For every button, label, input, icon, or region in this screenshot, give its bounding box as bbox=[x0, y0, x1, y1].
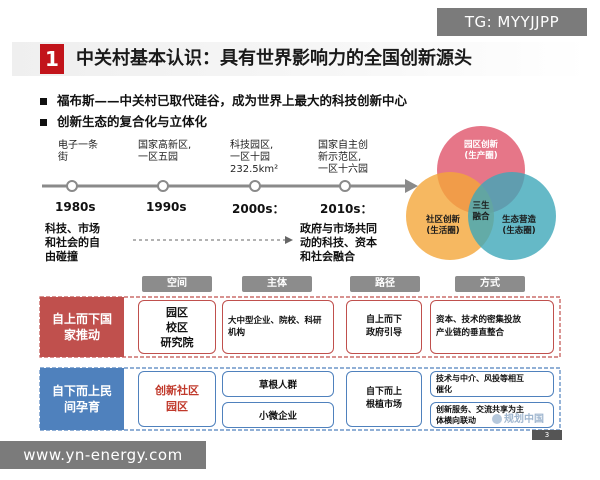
cell-subject-top-down: 大中型企业、院校、科研 机构 bbox=[222, 300, 334, 354]
cell-subject-small-biz: 小微企业 bbox=[222, 402, 334, 428]
cell-line: 自下而上 bbox=[365, 387, 402, 397]
milestone-line: 科技园区, bbox=[230, 140, 274, 151]
venn-line: (生产圈) bbox=[464, 151, 498, 161]
desc-line: 动的科技、资本 bbox=[300, 236, 377, 249]
page-number: 3 bbox=[532, 430, 562, 440]
milestone-line: 一区十园 bbox=[230, 152, 270, 163]
section-number: 1 bbox=[40, 44, 64, 74]
bullet-square-icon bbox=[40, 119, 47, 126]
cell-path-top-down: 自上而下 政府引导 bbox=[346, 300, 422, 354]
cell-line: 资本、技术的密集投放 bbox=[436, 315, 522, 325]
bullet-item: 福布斯——中关村已取代硅谷，成为世界上最大的科技创新中心 bbox=[40, 90, 407, 109]
venn-line: (生活圈) bbox=[426, 226, 460, 236]
venn-circle-ecology bbox=[468, 172, 556, 260]
bullet-text: 福布斯——中关村已取代硅谷，成为世界上最大的科技创新中心 bbox=[57, 93, 408, 108]
page-title: 中关村基本认识：具有世界影响力的全国创新源头 bbox=[76, 48, 472, 69]
header-subject: 主体 bbox=[242, 276, 312, 292]
cell-line: 产业链的垂直整合 bbox=[436, 328, 505, 338]
desc-line: 科技、市场 bbox=[45, 222, 100, 235]
era-description-right: 政府与市场共同 动的科技、资本 和社会融合 bbox=[300, 222, 377, 264]
source-watermark-text: 规划中国 bbox=[504, 414, 544, 425]
milestone-line: 新示范区, bbox=[318, 152, 362, 163]
header-method: 方式 bbox=[455, 276, 525, 292]
cell-space-bottom-up: 创新社区 园区 bbox=[138, 371, 216, 427]
venn-label-ecology: 生态营造 (生态圈) bbox=[494, 215, 544, 237]
venn-label-production: 园区创新 (生产圈) bbox=[456, 140, 506, 162]
milestone-line: 国家高新区, bbox=[138, 140, 192, 151]
bullet-text: 创新生态的复合化与立体化 bbox=[57, 114, 208, 129]
desc-line: 和社会融合 bbox=[300, 250, 355, 263]
cell-line: 根植市场 bbox=[365, 400, 402, 410]
watermark-bottom: www.yn-energy.com bbox=[0, 441, 206, 469]
cell-line: 研究院 bbox=[160, 335, 194, 349]
row-label-top-down: 自上而下国 家推动 bbox=[40, 297, 124, 357]
cell-line: 大中型企业、院校、科研 bbox=[228, 316, 322, 326]
era-description-left: 科技、市场 和社会的自 由碰撞 bbox=[45, 222, 100, 264]
source-watermark: 规划中国 bbox=[492, 410, 544, 425]
header-path: 路径 bbox=[350, 276, 420, 292]
row-label-line: 家推动 bbox=[63, 328, 100, 342]
cell-method-top-down: 资本、技术的密集投放 产业链的垂直整合 bbox=[430, 300, 554, 354]
milestone-line: 232.5km² bbox=[230, 164, 279, 175]
venn-line: 生态营造 bbox=[501, 215, 536, 225]
wechat-icon bbox=[492, 414, 502, 424]
title-bar bbox=[12, 42, 588, 76]
venn-label-living: 社区创新 (生活圈) bbox=[418, 215, 468, 237]
era-label: 2010s： bbox=[320, 202, 373, 216]
desc-line: 由碰撞 bbox=[45, 250, 78, 263]
bullet-item: 创新生态的复合化与立体化 bbox=[40, 111, 207, 130]
cell-line: 机构 bbox=[228, 328, 246, 338]
cell-line: 园区 bbox=[166, 305, 188, 319]
venn-line: 社区创新 bbox=[425, 215, 460, 225]
timeline-dot bbox=[339, 180, 351, 192]
venn-label-center: 三生 融合 bbox=[464, 201, 498, 223]
milestone-line: 一区五园 bbox=[138, 152, 178, 163]
milestone-label: 电子一条 街 bbox=[58, 140, 98, 164]
cell-line: 自上而下 bbox=[365, 315, 402, 325]
era-label: 2000s： bbox=[232, 202, 285, 216]
evolution-arrow-icon bbox=[285, 236, 293, 244]
cell-line: 园区 bbox=[166, 400, 188, 413]
row-label-line: 自上而下国 bbox=[51, 312, 112, 326]
timeline-dot bbox=[249, 180, 261, 192]
venn-line: 融合 bbox=[472, 212, 490, 222]
cell-line: 政府引导 bbox=[365, 328, 402, 338]
cell-line: 技术与中介、风投等相互 bbox=[436, 374, 524, 383]
row-label-line: 间孕育 bbox=[63, 400, 100, 414]
era-label: 1980s bbox=[55, 200, 96, 214]
watermark-top: TG: MYYJJPP bbox=[437, 8, 587, 36]
cell-line: 催化 bbox=[436, 385, 452, 394]
desc-line: 和社会的自 bbox=[45, 236, 100, 249]
cell-subject-grassroots: 草根人群 bbox=[222, 371, 334, 397]
venn-line: (生态圈) bbox=[502, 226, 536, 236]
cell-space-top-down: 园区 校区 研究院 bbox=[138, 300, 216, 354]
milestone-label: 国家高新区, 一区五园 bbox=[138, 140, 191, 164]
timeline-dot bbox=[157, 180, 169, 192]
cell-method-catalysis: 技术与中介、风投等相互 催化 bbox=[430, 371, 554, 397]
timeline-arrow-icon bbox=[405, 179, 418, 193]
venn-line: 三生 bbox=[472, 201, 490, 211]
venn-circle-living bbox=[406, 172, 494, 260]
cell-line: 创新服务、交流共享为主 bbox=[436, 405, 524, 414]
milestone-line: 电子一条 bbox=[58, 140, 98, 151]
row-label-bottom-up: 自下而上民 间孕育 bbox=[40, 368, 124, 430]
milestone-label: 科技园区, 一区十园 232.5km² bbox=[230, 140, 278, 176]
row-label-line: 自下而上民 bbox=[51, 384, 112, 398]
milestone-line: 国家自主创 bbox=[318, 140, 368, 151]
era-label: 1990s bbox=[146, 200, 187, 214]
desc-line: 政府与市场共同 bbox=[300, 222, 377, 235]
milestone-line: 一区十六园 bbox=[318, 164, 368, 175]
venn-line: 园区创新 bbox=[463, 140, 498, 150]
cell-line: 创新社区 bbox=[155, 384, 199, 397]
header-space: 空间 bbox=[142, 276, 212, 292]
bullet-square-icon bbox=[40, 98, 47, 105]
cell-line: 体横向联动 bbox=[436, 416, 476, 425]
cell-path-bottom-up: 自下而上 根植市场 bbox=[346, 371, 422, 427]
milestone-label: 国家自主创 新示范区, 一区十六园 bbox=[318, 140, 368, 176]
milestone-line: 街 bbox=[58, 152, 68, 163]
timeline-dot bbox=[66, 180, 78, 192]
cell-line: 校区 bbox=[166, 320, 188, 334]
